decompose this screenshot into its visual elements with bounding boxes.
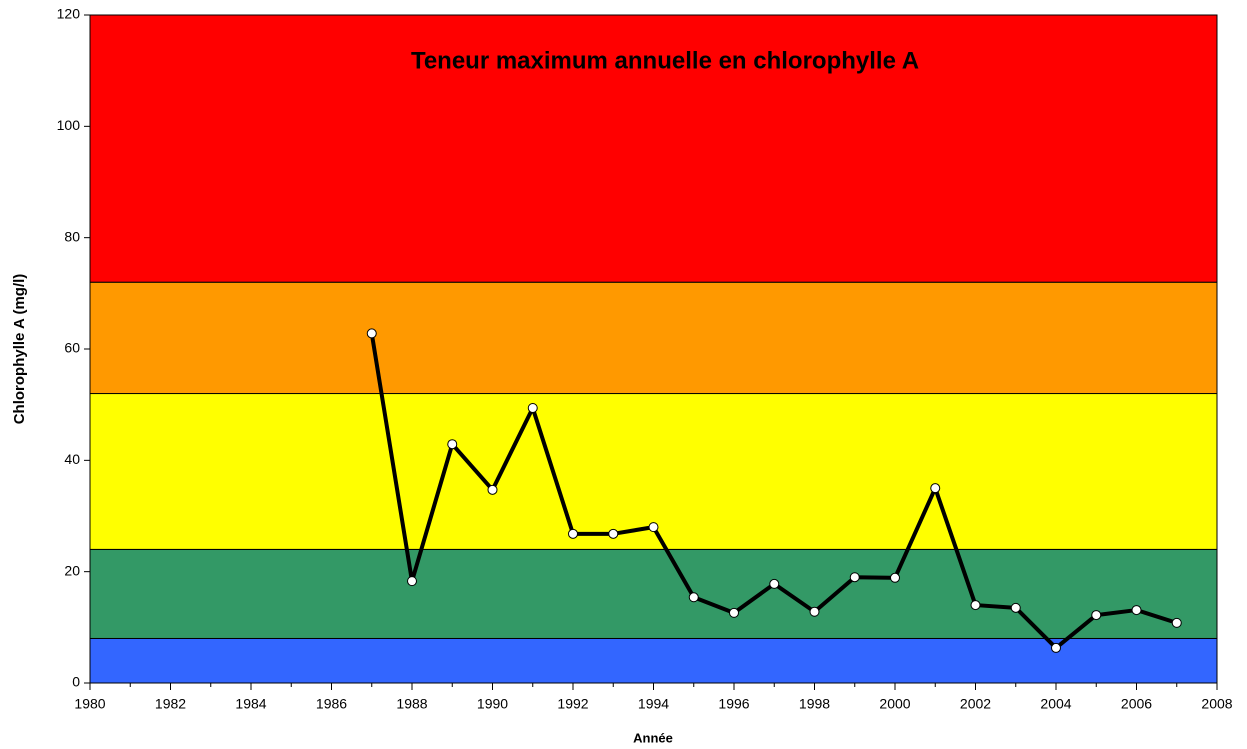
data-point	[729, 607, 739, 618]
y-tick-label: 120	[57, 6, 81, 22]
data-point	[568, 528, 578, 539]
data-point	[407, 576, 417, 587]
x-tick-label: 1992	[557, 696, 588, 712]
data-point	[930, 483, 941, 494]
x-tick-label: 2002	[960, 696, 991, 712]
data-point	[1051, 642, 1061, 653]
x-axis-label: Année	[633, 730, 673, 745]
data-point	[447, 439, 458, 450]
x-tick-label: 1990	[477, 696, 508, 712]
x-tick-label: 2004	[1040, 696, 1071, 712]
y-tick-label: 100	[57, 117, 81, 133]
band	[89, 14, 1218, 283]
x-tick-label: 1982	[155, 696, 186, 712]
y-tick-label: 20	[64, 562, 80, 578]
x-tick-label: 2000	[879, 696, 910, 712]
data-point	[527, 403, 538, 414]
data-point	[1131, 605, 1142, 616]
y-tick-label: 80	[64, 228, 80, 244]
x-tick-label: 1984	[235, 696, 266, 712]
data-point	[1010, 602, 1021, 613]
x-tick-label: 1994	[638, 696, 669, 712]
y-tick-label: 60	[64, 340, 80, 356]
data-point	[1091, 610, 1102, 621]
data-point	[1171, 617, 1182, 628]
data-point	[849, 572, 860, 583]
data-point	[769, 578, 780, 589]
data-point	[608, 528, 619, 539]
x-tick-label: 1980	[74, 696, 105, 712]
data-point	[487, 484, 498, 495]
band	[89, 281, 1218, 395]
x-tick-label: 1996	[718, 696, 749, 712]
x-tick-label: 1998	[799, 696, 830, 712]
data-point	[366, 328, 377, 339]
x-tick-label: 2006	[1121, 696, 1152, 712]
bands	[89, 14, 1218, 684]
y-tick-label: 40	[64, 451, 80, 467]
band	[89, 548, 1218, 639]
y-tick-label: 0	[72, 674, 80, 690]
data-point	[688, 592, 699, 603]
x-tick-label: 1988	[396, 696, 427, 712]
band	[89, 637, 1218, 684]
y-axis-label: Chlorophylle A (mg/l)	[11, 274, 28, 425]
data-point	[970, 600, 981, 611]
data-point	[809, 606, 820, 617]
x-tick-label: 2008	[1201, 696, 1232, 712]
chart-title: Teneur maximum annuelle en chlorophylle …	[411, 47, 919, 74]
data-point	[890, 572, 900, 583]
data-point	[648, 522, 659, 533]
x-tick-label: 1986	[316, 696, 347, 712]
plot	[366, 328, 1182, 653]
